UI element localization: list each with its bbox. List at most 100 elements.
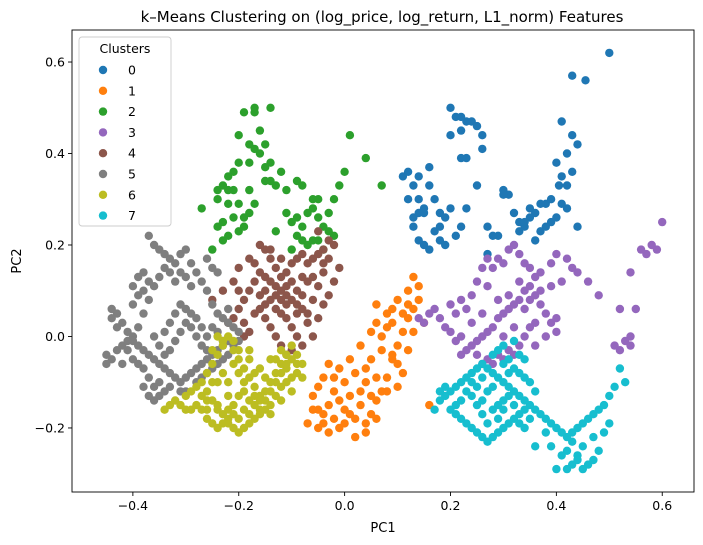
scatter-point-cluster-1 bbox=[356, 387, 365, 396]
scatter-point-cluster-5 bbox=[128, 282, 138, 291]
x-tick-label: 0.4 bbox=[546, 498, 566, 513]
scatter-point-cluster-7 bbox=[499, 341, 508, 350]
scatter-point-cluster-3 bbox=[425, 309, 434, 318]
scatter-point-cluster-7 bbox=[478, 373, 487, 382]
scatter-point-cluster-2 bbox=[298, 181, 307, 190]
scatter-point-cluster-0 bbox=[568, 167, 577, 176]
scatter-point-cluster-7 bbox=[435, 396, 445, 405]
scatter-point-cluster-2 bbox=[377, 181, 386, 190]
scatter-point-cluster-2 bbox=[229, 213, 238, 222]
scatter-point-cluster-2 bbox=[239, 108, 249, 117]
scatter-point-cluster-6 bbox=[202, 368, 212, 378]
scatter-point-cluster-2 bbox=[234, 131, 243, 140]
scatter-point-cluster-4 bbox=[329, 277, 339, 286]
scatter-point-cluster-6 bbox=[224, 419, 233, 428]
scatter-point-cluster-3 bbox=[472, 350, 482, 359]
scatter-point-cluster-5 bbox=[155, 341, 164, 350]
scatter-point-cluster-7 bbox=[462, 387, 471, 396]
scatter-point-cluster-3 bbox=[626, 268, 635, 277]
scatter-point-cluster-4 bbox=[276, 254, 286, 263]
legend-marker-cluster-0 bbox=[98, 65, 108, 75]
scatter-point-cluster-1 bbox=[409, 327, 418, 337]
scatter-point-cluster-5 bbox=[186, 323, 196, 332]
scatter-point-cluster-0 bbox=[472, 181, 482, 190]
scatter-point-cluster-4 bbox=[282, 282, 291, 291]
scatter-point-cluster-5 bbox=[128, 300, 138, 309]
scatter-point-cluster-0 bbox=[568, 131, 577, 140]
scatter-point-cluster-0 bbox=[562, 149, 572, 158]
scatter-point-cluster-0 bbox=[441, 240, 450, 250]
scatter-point-cluster-6 bbox=[181, 405, 190, 414]
scatter-point-cluster-5 bbox=[165, 346, 175, 355]
scatter-point-cluster-5 bbox=[181, 272, 190, 282]
scatter-point-cluster-5 bbox=[186, 282, 196, 291]
scatter-point-cluster-4 bbox=[271, 332, 280, 341]
scatter-point-cluster-0 bbox=[488, 231, 497, 240]
scatter-point-cluster-7 bbox=[451, 400, 460, 410]
scatter-point-cluster-2 bbox=[324, 208, 333, 218]
scatter-point-cluster-6 bbox=[202, 405, 212, 414]
scatter-point-cluster-1 bbox=[314, 382, 323, 391]
scatter-point-cluster-3 bbox=[525, 263, 535, 273]
legend-marker-cluster-7 bbox=[98, 211, 108, 220]
scatter-point-cluster-3 bbox=[499, 332, 508, 341]
scatter-point-cluster-4 bbox=[276, 309, 286, 318]
scatter-point-cluster-0 bbox=[573, 222, 582, 231]
scatter-point-cluster-0 bbox=[441, 213, 450, 222]
scatter-point-cluster-4 bbox=[292, 332, 302, 341]
scatter-point-cluster-3 bbox=[509, 323, 519, 332]
scatter-point-cluster-4 bbox=[308, 295, 318, 305]
x-tick-label: 0.2 bbox=[441, 498, 461, 513]
scatter-point-cluster-0 bbox=[478, 144, 487, 154]
scatter-point-cluster-7 bbox=[509, 336, 519, 346]
scatter-point-cluster-6 bbox=[250, 391, 259, 401]
scatter-point-cluster-3 bbox=[583, 277, 593, 286]
scatter-point-cluster-2 bbox=[282, 185, 291, 195]
x-axis-label: PC1 bbox=[370, 521, 395, 536]
scatter-point-cluster-3 bbox=[467, 291, 476, 300]
scatter-point-cluster-7 bbox=[478, 410, 487, 419]
scatter-point-cluster-7 bbox=[599, 428, 609, 437]
scatter-point-cluster-3 bbox=[493, 295, 503, 305]
scatter-point-cluster-5 bbox=[192, 268, 201, 277]
legend-marker-cluster-6 bbox=[98, 190, 108, 199]
scatter-point-cluster-1 bbox=[398, 309, 408, 318]
scatter-point-cluster-2 bbox=[255, 126, 265, 135]
scatter-point-cluster-0 bbox=[456, 222, 466, 231]
scatter-point-cluster-5 bbox=[144, 231, 153, 240]
scatter-point-cluster-7 bbox=[525, 378, 535, 387]
scatter-point-cluster-4 bbox=[266, 323, 275, 332]
scatter-point-cluster-4 bbox=[261, 314, 270, 323]
scatter-point-cluster-0 bbox=[573, 140, 582, 149]
scatter-point-cluster-1 bbox=[345, 391, 355, 401]
scatter-point-cluster-6 bbox=[213, 332, 222, 341]
scatter-point-cluster-6 bbox=[276, 396, 286, 405]
scatter-point-cluster-7 bbox=[483, 419, 492, 428]
scatter-point-cluster-1 bbox=[382, 387, 392, 396]
scatter-point-cluster-4 bbox=[324, 236, 333, 245]
scatter-point-cluster-5 bbox=[171, 336, 180, 346]
scatter-point-cluster-3 bbox=[456, 350, 466, 359]
scatter-point-cluster-3 bbox=[626, 341, 635, 350]
scatter-point-cluster-0 bbox=[403, 167, 413, 176]
scatter-point-cluster-3 bbox=[557, 277, 566, 286]
scatter-point-cluster-5 bbox=[192, 314, 201, 323]
scatter-point-cluster-7 bbox=[520, 355, 529, 364]
scatter-point-cluster-6 bbox=[239, 387, 249, 396]
scatter-point-cluster-7 bbox=[520, 405, 529, 414]
scatter-point-cluster-5 bbox=[171, 277, 180, 286]
scatter-point-cluster-3 bbox=[478, 263, 487, 273]
scatter-point-cluster-1 bbox=[393, 359, 402, 369]
y-tick-label: −0.2 bbox=[35, 420, 65, 435]
scatter-point-cluster-0 bbox=[509, 208, 519, 218]
scatter-point-cluster-3 bbox=[483, 254, 492, 263]
scatter-point-cluster-7 bbox=[509, 400, 519, 410]
scatter-point-cluster-3 bbox=[462, 304, 471, 314]
scatter-point-cluster-4 bbox=[239, 318, 249, 327]
scatter-point-cluster-1 bbox=[409, 272, 418, 282]
scatter-point-cluster-3 bbox=[483, 282, 492, 291]
scatter-point-cluster-2 bbox=[255, 149, 265, 158]
scatter-point-cluster-3 bbox=[594, 291, 603, 300]
scatter-point-cluster-6 bbox=[271, 368, 280, 378]
x-tick-label: −0.2 bbox=[224, 498, 254, 513]
